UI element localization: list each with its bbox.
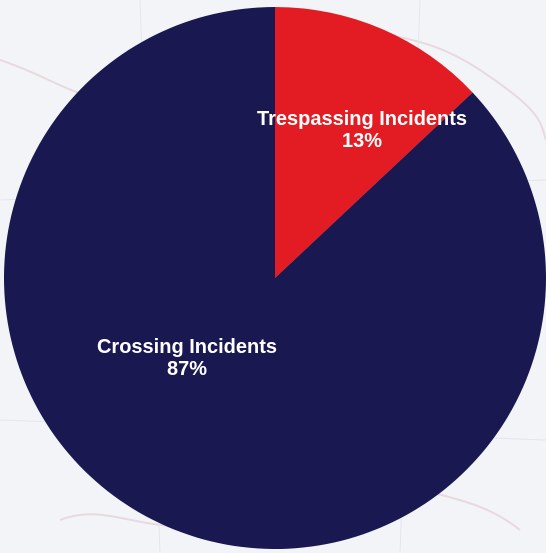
slice-name-trespassing: Trespassing Incidents (256, 108, 468, 130)
slice-name-crossing: Crossing Incidents (96, 336, 278, 358)
slice-value-trespassing: 13% (341, 130, 383, 152)
slice-label-crossing: Crossing Incidents 87% (97, 336, 277, 380)
pie-slice-trespassing-incidents (275, 7, 473, 278)
slice-value-crossing: 87% (166, 358, 208, 380)
pie-slice-crossing-incidents (4, 7, 546, 549)
slice-label-trespassing: Trespassing Incidents 13% (257, 108, 467, 152)
